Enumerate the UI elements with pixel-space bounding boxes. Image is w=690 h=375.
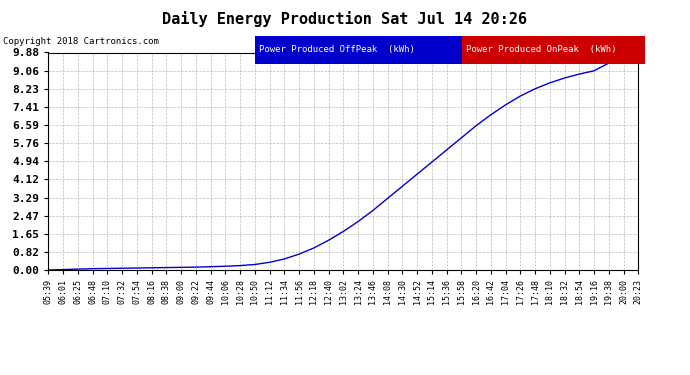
Text: Daily Energy Production Sat Jul 14 20:26: Daily Energy Production Sat Jul 14 20:26 [163,11,527,27]
Text: Power Produced OffPeak  (kWh): Power Produced OffPeak (kWh) [259,45,415,54]
Text: Copyright 2018 Cartronics.com: Copyright 2018 Cartronics.com [3,38,159,46]
Text: Power Produced OnPeak  (kWh): Power Produced OnPeak (kWh) [466,45,616,54]
